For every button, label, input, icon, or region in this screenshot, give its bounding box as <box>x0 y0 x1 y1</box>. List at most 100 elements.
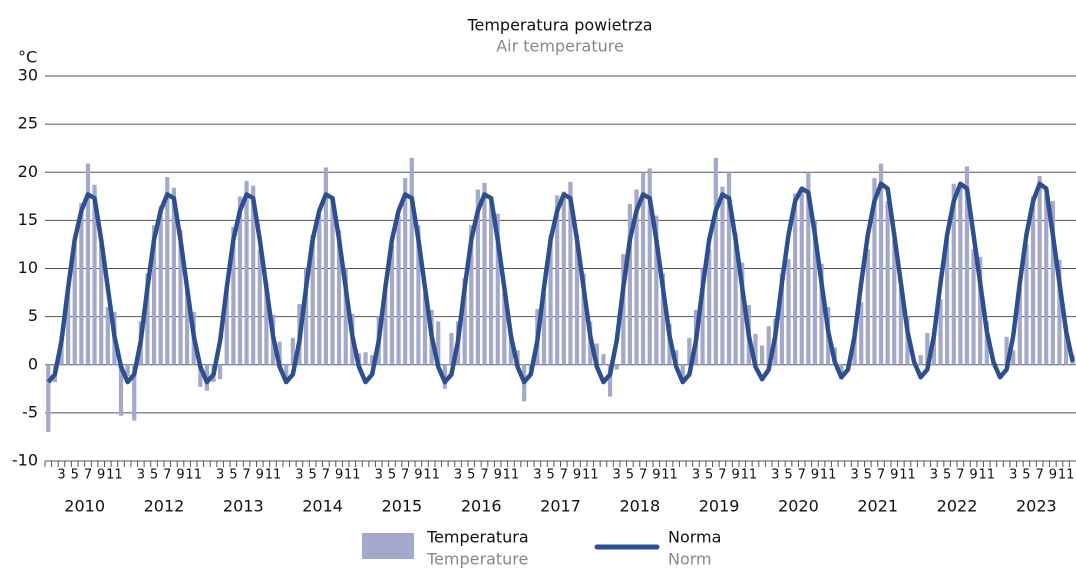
y-axis-label: °C <box>18 48 37 67</box>
bar <box>971 249 976 365</box>
bar <box>812 220 818 365</box>
legend-label: Norma <box>668 528 721 547</box>
bar <box>105 307 110 365</box>
bar <box>568 181 573 365</box>
month-label: 9 <box>652 468 660 483</box>
bar <box>363 352 368 365</box>
bar <box>766 326 771 365</box>
bar <box>508 335 514 365</box>
bar <box>495 213 500 365</box>
y-tick-label: 0 <box>28 354 38 373</box>
month-label: 3 <box>533 468 541 483</box>
month-label: 9 <box>573 468 581 483</box>
bar <box>647 168 652 365</box>
bar <box>958 185 963 365</box>
month-label: 11 <box>899 468 916 483</box>
bar <box>323 167 328 365</box>
bar <box>865 249 870 365</box>
month-label: 7 <box>1036 468 1044 483</box>
bar <box>132 364 137 421</box>
bar <box>1063 326 1069 365</box>
y-tick-label: 5 <box>28 306 38 325</box>
month-label: 9 <box>494 468 502 483</box>
bar <box>99 244 104 365</box>
year-label: 2022 <box>937 497 978 516</box>
bar <box>1057 259 1062 365</box>
month-label: 3 <box>930 468 938 483</box>
bar <box>925 332 930 365</box>
chart-subtitle: Air temperature <box>496 37 624 56</box>
month-label: 11 <box>106 468 123 483</box>
y-tick-label: 30 <box>18 66 38 85</box>
year-label: 2020 <box>778 497 819 516</box>
bar <box>978 256 983 365</box>
y-tick-label: 25 <box>18 114 38 133</box>
bar <box>1030 196 1036 365</box>
bar <box>779 273 785 365</box>
bar <box>740 262 745 365</box>
bar <box>482 182 487 365</box>
bar <box>158 205 163 365</box>
month-label: 11 <box>423 468 440 483</box>
bar <box>1011 350 1016 365</box>
bar <box>898 287 903 365</box>
month-label: 5 <box>388 468 396 483</box>
bar <box>581 273 586 365</box>
y-tick-label: 15 <box>18 210 38 229</box>
year-label: 2017 <box>540 497 581 516</box>
bar <box>72 244 77 365</box>
year-label: 2012 <box>144 497 185 516</box>
month-label: 5 <box>229 468 237 483</box>
month-label: 7 <box>639 468 647 483</box>
bar <box>462 278 467 365</box>
bar <box>489 196 494 365</box>
legend-label-en: Temperature <box>426 550 528 569</box>
y-tick-label: -5 <box>22 402 38 421</box>
legend-label-en: Norm <box>668 550 712 569</box>
bar <box>1050 201 1055 365</box>
bar <box>918 355 923 365</box>
year-label: 2016 <box>461 497 502 516</box>
bar <box>237 196 243 365</box>
month-label: 5 <box>309 468 317 483</box>
month-label: 7 <box>242 468 250 483</box>
month-label: 7 <box>956 468 964 483</box>
bar <box>713 157 718 365</box>
bar <box>733 232 738 365</box>
bar <box>601 354 606 365</box>
month-label: 9 <box>414 468 422 483</box>
month-label: 3 <box>137 468 145 483</box>
month-label: 5 <box>705 468 713 483</box>
bar <box>46 364 51 433</box>
bar <box>224 287 229 365</box>
bar <box>607 364 613 397</box>
month-label: 9 <box>97 468 105 483</box>
bar <box>244 180 249 365</box>
bar <box>707 249 712 365</box>
bar <box>964 166 970 365</box>
month-label: 11 <box>265 468 282 483</box>
month-label: 3 <box>216 468 224 483</box>
bar <box>878 163 884 365</box>
month-label: 11 <box>741 468 758 483</box>
bar <box>806 172 811 365</box>
bar <box>125 364 130 377</box>
month-label: 11 <box>582 468 599 483</box>
bar <box>284 364 289 384</box>
bar <box>793 193 798 365</box>
month-label: 9 <box>890 468 898 483</box>
bar <box>66 287 71 365</box>
bar <box>687 337 692 365</box>
bar <box>548 234 553 365</box>
bar <box>475 189 480 365</box>
bar <box>680 364 685 380</box>
year-label: 2013 <box>223 497 264 516</box>
bar <box>984 321 989 365</box>
month-label: 11 <box>979 468 996 483</box>
bar <box>79 203 84 365</box>
bar <box>416 225 421 365</box>
bar <box>303 268 309 365</box>
month-label: 9 <box>811 468 819 483</box>
bar <box>251 185 256 365</box>
year-label: 2010 <box>64 497 105 516</box>
